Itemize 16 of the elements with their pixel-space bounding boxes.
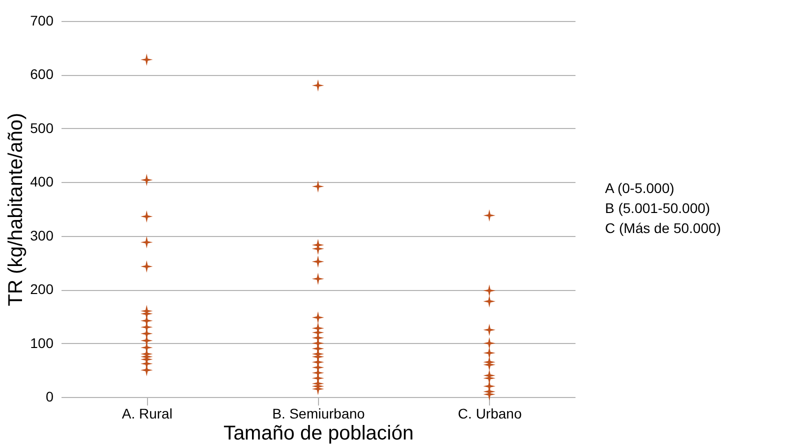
x-axis-title: Tamaño de población xyxy=(223,422,414,444)
x-tick-label: A. Rural xyxy=(122,406,172,422)
text: A (0-5.000) xyxy=(605,180,674,196)
y-tick-label: 0 xyxy=(46,388,54,404)
x-tick-label: C. Urbano xyxy=(458,406,522,422)
y-tick-label: 600 xyxy=(30,66,54,82)
y-tick-label: 100 xyxy=(30,334,54,351)
y-tick-label: 200 xyxy=(30,281,54,298)
y-tick-label: 500 xyxy=(30,120,54,136)
y-axis-title: TR (kg/habitante/año) xyxy=(5,112,28,306)
y-tick-label: 700 xyxy=(30,12,54,28)
y-tick-label: 400 xyxy=(30,174,54,190)
y-tick-label: 300 xyxy=(30,227,54,244)
x-tick-label: B. Semiurbano xyxy=(272,406,366,422)
text: C (Más de 50.000) xyxy=(605,220,721,236)
text: B (5.001-50.000) xyxy=(605,200,710,216)
